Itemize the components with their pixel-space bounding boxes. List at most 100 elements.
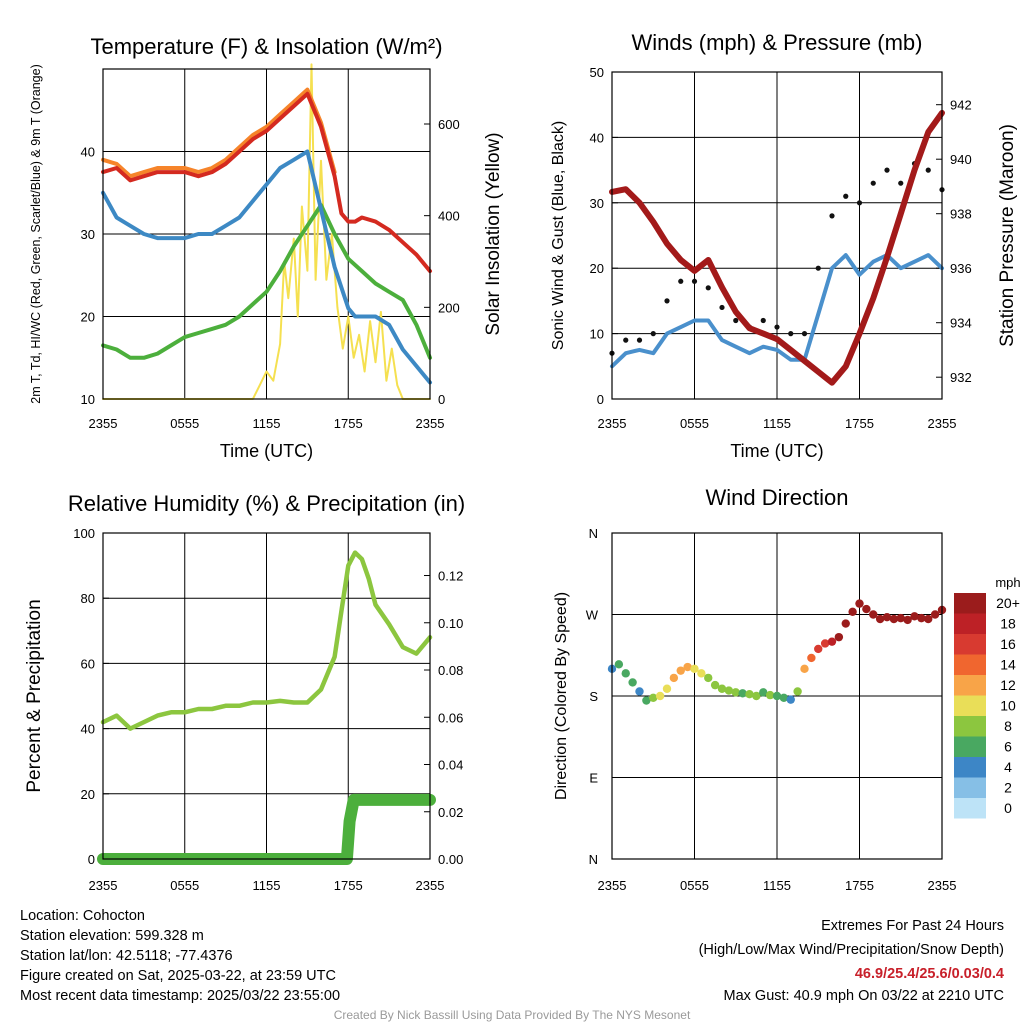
gust-point (650, 331, 656, 337)
y2-tick-label: 934 (950, 316, 972, 331)
wind-direction-point (649, 693, 658, 703)
wind-direction-point (731, 688, 740, 697)
panel-title: Wind Direction (705, 485, 848, 510)
wind-direction-point (875, 614, 885, 624)
gust-point (815, 265, 821, 271)
legend-swatch (954, 613, 986, 634)
created-label: Figure created on Sat, 2025-03-22, at 23… (20, 968, 336, 984)
plot-frame (102, 532, 431, 860)
legend-label: 2 (1004, 780, 1012, 796)
insolation-line (102, 63, 431, 400)
y-tick-label: 40 (81, 722, 95, 737)
y-tick-label: 40 (81, 145, 95, 160)
wind-direction-point (855, 599, 864, 608)
wind-direction-point (690, 664, 699, 674)
wind-direction-point (786, 695, 795, 704)
plot-frame (611, 532, 943, 860)
latlon-label: Station lat/lon: 42.5118; -77.4376 (20, 948, 233, 964)
y-tick-label: 50 (590, 65, 604, 80)
y-tick-label: E (589, 771, 598, 786)
wind-direction-point (676, 666, 685, 675)
wind-direction-point (765, 690, 775, 700)
wind-direction-point (779, 693, 789, 703)
x-tick-label: 1155 (763, 416, 791, 431)
gust-point (664, 298, 670, 304)
plot-frame (102, 68, 431, 400)
x-tick-label: 2355 (89, 416, 118, 431)
wind-direction-point (903, 615, 912, 625)
gust-point (774, 324, 780, 330)
gust-point (788, 331, 794, 337)
y-tick-label: 60 (81, 656, 95, 671)
recent-data-label: Most recent data timestamp: 2025/03/22 2… (20, 988, 341, 1004)
x-tick-label: 1755 (334, 878, 363, 893)
wind-direction-point (662, 684, 672, 693)
y2-tick-label: 942 (950, 98, 972, 113)
y2-tick-label: 0.08 (438, 663, 463, 678)
x-tick-label: 0555 (680, 416, 709, 431)
credit-line: Created By Nick Bassill Using Data Provi… (333, 1008, 691, 1022)
wind-direction-point (724, 686, 734, 695)
wind-direction-point (820, 639, 830, 648)
gust-point (829, 213, 835, 219)
legend-swatch (954, 634, 986, 655)
wind-direction-point (841, 619, 850, 628)
wind-direction-point (717, 684, 727, 693)
wind-direction-point (697, 669, 706, 678)
legend-swatch (954, 695, 986, 716)
x-axis-label: Time (UTC) (220, 441, 313, 461)
wind-direction-point (669, 673, 679, 683)
y-tick-label: 80 (81, 591, 95, 606)
wind-direction-point (710, 680, 720, 690)
y-tick-label: 100 (73, 526, 95, 541)
y2-tick-label: 200 (438, 300, 460, 315)
legend-swatch (954, 777, 986, 798)
humidity-line (100, 550, 433, 731)
gust-point (760, 317, 766, 324)
y-tick-label: S (589, 689, 598, 704)
wind-direction-point (869, 610, 878, 619)
legend-label: 10 (1000, 698, 1016, 714)
y-tick-label: 30 (590, 196, 604, 211)
x-tick-label: 2355 (928, 878, 957, 893)
wind-direction-point (642, 696, 651, 705)
y2-axis-label: Solar Insolation (Yellow) (483, 132, 504, 335)
gust-point (856, 200, 863, 206)
x-tick-label: 1755 (845, 416, 874, 431)
y-tick-label: W (586, 608, 599, 623)
x-tick-label: 0555 (170, 878, 199, 893)
y2-tick-label: 940 (950, 152, 972, 167)
gust-point (870, 180, 876, 186)
humidity-precipitation-panel: Relative Humidity (%) & Precipitation (i… (24, 491, 465, 893)
wind-direction-point (910, 612, 919, 621)
x-tick-label: 1155 (253, 878, 281, 893)
wind-direction-point (772, 691, 782, 701)
winds-pressure-panel: Winds (mph) & Pressure (mb) 2355 0555 1155 1… (550, 30, 1018, 461)
legend-title: mph (995, 575, 1020, 590)
wind-direction-point (924, 614, 933, 624)
gust-point (623, 337, 629, 343)
y-tick-label: N (589, 852, 598, 867)
y2-tick-label: 0.04 (438, 758, 463, 773)
x-tick-label: 2355 (598, 416, 627, 431)
y-axis-label: Percent & Precipitation (24, 599, 45, 792)
extremes-subtitle: (High/Low/Max Wind/Precipitation/Snow De… (698, 942, 1004, 958)
wind-direction-point (800, 664, 809, 674)
legend-swatch (954, 736, 986, 757)
legend-label: 14 (1000, 657, 1016, 673)
x-tick-label: 0555 (170, 416, 199, 431)
station-pressure-line (609, 109, 945, 386)
x-tick-label: 1755 (334, 416, 363, 431)
y2-tick-label: 600 (438, 117, 460, 132)
gust-point (925, 167, 931, 173)
legend-swatch (954, 798, 986, 819)
temperature-insolation-panel: Temperature (F) & Insolation (W/m²) 2355 0… (29, 34, 504, 461)
y2-tick-label: 932 (950, 370, 972, 385)
wind-direction-panel: Wind Direction 2355 0555 1155 1755 2355 Direct… (553, 485, 956, 893)
wind-direction-point (896, 613, 905, 623)
x-tick-label: 2355 (928, 416, 957, 431)
legend-label: 20+ (996, 595, 1020, 611)
t9m-line (101, 87, 337, 179)
wind-direction-point (882, 613, 892, 622)
wind-direction-point (614, 660, 624, 669)
